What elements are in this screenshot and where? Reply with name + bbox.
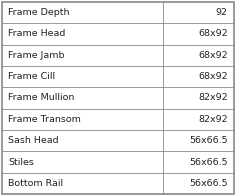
Bar xyxy=(2,151,234,173)
Text: 56x66.5: 56x66.5 xyxy=(189,158,228,167)
Text: Frame Head: Frame Head xyxy=(8,29,66,38)
Bar xyxy=(2,45,234,66)
Text: 82x92: 82x92 xyxy=(198,115,228,124)
Text: 68x92: 68x92 xyxy=(198,51,228,60)
Text: Frame Transom: Frame Transom xyxy=(8,115,81,124)
Text: 68x92: 68x92 xyxy=(198,72,228,81)
Bar xyxy=(2,66,234,87)
Text: Stiles: Stiles xyxy=(8,158,34,167)
Bar xyxy=(2,23,234,45)
Text: 56x66.5: 56x66.5 xyxy=(189,136,228,145)
Text: 92: 92 xyxy=(216,8,228,17)
Text: 56x66.5: 56x66.5 xyxy=(189,179,228,188)
Bar xyxy=(2,2,234,23)
Bar xyxy=(2,87,234,109)
Text: 68x92: 68x92 xyxy=(198,29,228,38)
Bar xyxy=(2,130,234,151)
Text: Bottom Rail: Bottom Rail xyxy=(8,179,63,188)
Bar xyxy=(2,109,234,130)
Text: Frame Cill: Frame Cill xyxy=(8,72,55,81)
Text: 82x92: 82x92 xyxy=(198,93,228,103)
Text: Frame Depth: Frame Depth xyxy=(8,8,70,17)
Text: Frame Mullion: Frame Mullion xyxy=(8,93,75,103)
Bar xyxy=(2,173,234,194)
Text: Frame Jamb: Frame Jamb xyxy=(8,51,65,60)
Text: Sash Head: Sash Head xyxy=(8,136,59,145)
